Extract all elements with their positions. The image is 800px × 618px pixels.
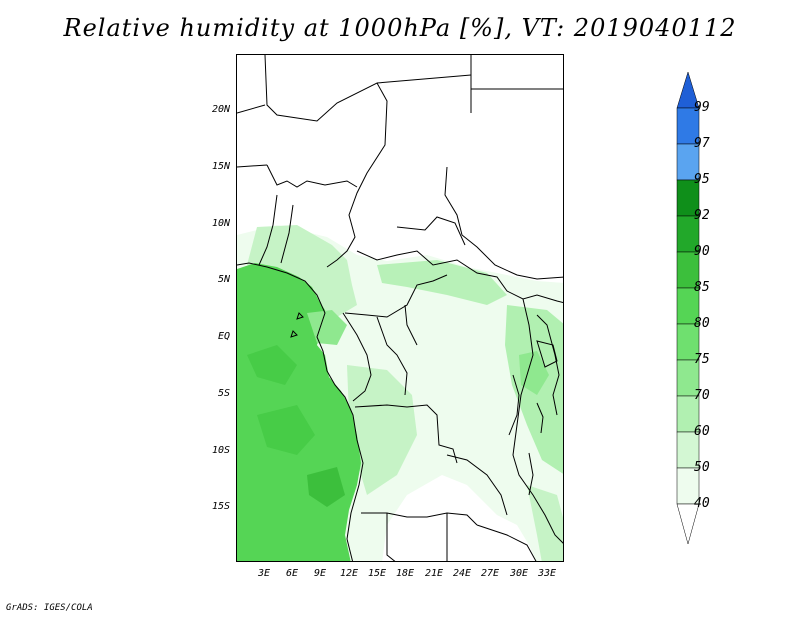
colorbar-label-60: 60	[694, 424, 710, 439]
lon-label-21e: 21E	[424, 568, 444, 579]
lat-label-5n: 5N	[217, 274, 230, 285]
lon-label-18e: 18E	[395, 568, 415, 579]
humid-land-mid-south	[347, 365, 417, 495]
credit-text: GrADS: IGES/COLA	[6, 603, 93, 613]
colorbar	[675, 71, 701, 554]
lat-label-15n: 15N	[211, 161, 230, 172]
lat-label-eq: EQ	[217, 331, 230, 342]
colorbar-label-40: 40	[694, 496, 710, 511]
map-panel	[236, 54, 564, 562]
colorbar-label-80: 80	[694, 316, 710, 331]
humid-ocean-dark-3	[307, 467, 345, 507]
colorbar-label-92: 92	[694, 208, 710, 223]
colorbar-label-70: 70	[694, 388, 710, 403]
colorbar-graphic	[676, 71, 700, 545]
colorbar-label-97: 97	[694, 136, 710, 151]
lat-label-15s: 15S	[211, 501, 230, 512]
colorbar-label-90: 90	[694, 244, 710, 259]
colorbar-label-50: 50	[694, 460, 710, 475]
lon-label-3e: 3E	[257, 568, 271, 579]
colorbar-bottom-arrow	[676, 503, 700, 545]
lat-label-5s: 5S	[217, 388, 230, 399]
lon-label-12e: 12E	[339, 568, 359, 579]
lat-label-10s: 10S	[211, 445, 230, 456]
lon-label-27e: 27E	[480, 568, 500, 579]
colorbar-label-75: 75	[694, 352, 710, 367]
lon-label-15e: 15E	[367, 568, 387, 579]
map-title: Relative humidity at 1000hPa [%], VT: 20…	[63, 14, 737, 42]
colorbar-label-95: 95	[694, 172, 710, 187]
lon-label-33e: 33E	[537, 568, 557, 579]
humid-ocean-dark-1	[247, 345, 297, 385]
lon-label-6e: 6E	[285, 568, 299, 579]
humid-ocean-dark-2	[257, 405, 315, 455]
lon-label-24e: 24E	[452, 568, 472, 579]
colorbar-label-85: 85	[694, 280, 710, 295]
country-borders	[237, 55, 563, 561]
lat-label-20n: 20N	[211, 104, 230, 115]
lat-label-10n: 10N	[211, 218, 230, 229]
lon-label-30e: 30E	[509, 568, 529, 579]
colorbar-label-99: 99	[694, 100, 710, 115]
humid-patch-lakes	[519, 351, 549, 395]
humid-land-mid-north	[247, 225, 357, 317]
humid-land-mid-se	[527, 485, 563, 561]
lon-label-9e: 9E	[313, 568, 327, 579]
humidity-map	[237, 55, 563, 561]
